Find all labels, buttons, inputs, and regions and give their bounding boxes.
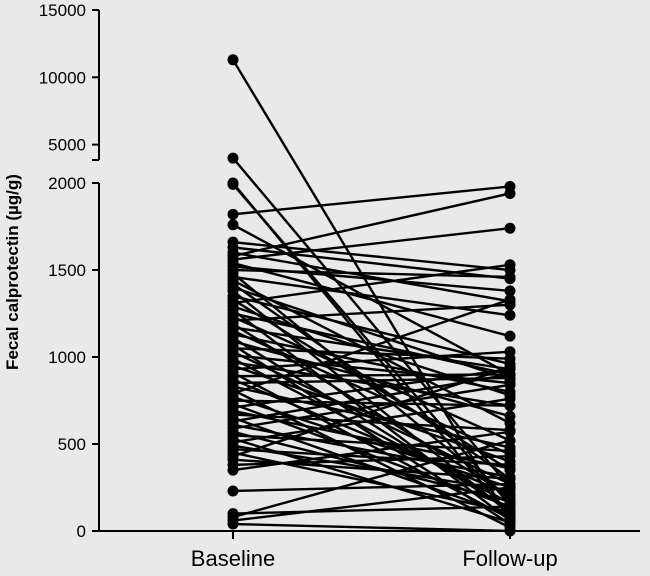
point-follow-up [504,501,516,513]
paired-line [232,367,511,409]
y-tick-label: 10000 [39,68,86,87]
x-ticks [232,531,511,539]
paired-line [232,251,511,303]
point-follow-up [504,285,516,297]
point-baseline [227,152,239,164]
point-follow-up [504,516,516,528]
point-follow-up [504,361,516,373]
paired-lines [231,59,512,533]
paired-line [232,246,511,280]
point-baseline [227,518,239,530]
point-follow-up [504,525,516,537]
y-tick-label: 500 [58,435,86,454]
point-baseline [227,178,239,190]
point-follow-up [504,271,516,283]
point-follow-up [504,222,516,234]
paired-line [232,413,511,432]
point-baseline [227,219,239,231]
paired-line [232,347,511,360]
paired-line [232,397,511,444]
paired-line [232,486,511,522]
paired-line [232,294,511,366]
paired-line [232,366,511,458]
paired-line [232,303,511,322]
y-tick-label: 2000 [48,174,86,193]
paired-line [232,312,511,376]
point-follow-up [504,482,516,493]
y-tick-label: 0 [77,522,86,541]
paired-line [232,305,511,397]
paired-line [232,434,511,453]
point-follow-up [504,346,516,358]
paired-line [232,185,511,216]
paired-line [232,329,511,456]
point-baseline [227,485,239,497]
paired-line [232,268,511,279]
point-follow-up [504,187,516,199]
point-follow-up [504,330,516,342]
data-points [227,54,516,537]
point-follow-up [504,309,516,321]
paired-line [232,350,511,371]
y-tick-label: 1000 [48,348,86,367]
category-label-follow-up: Follow-up [462,546,557,571]
paired-line [232,261,511,338]
point-follow-up [504,379,516,391]
paired-line [232,439,511,519]
point-baseline [227,54,239,66]
point-baseline [227,464,239,476]
paired-line [232,361,511,407]
paired-line [232,430,511,472]
y-axis-title: Fecal calprotectin (µg/g) [3,174,22,370]
point-follow-up [504,426,516,438]
paired-line [232,430,511,503]
y-tick-label: 1500 [48,261,86,280]
paired-line [232,192,511,258]
paired-line [232,376,511,385]
paired-line [232,298,511,395]
y-ticks: 0 500 1000 1500 2000 5000 10000 15000 [39,1,99,541]
point-follow-up [504,410,516,422]
paired-line [232,448,511,467]
point-follow-up [504,294,516,306]
paired-line [232,522,511,533]
paired-line [232,505,511,515]
paired-line [231,59,512,522]
paired-line [232,227,511,261]
paired-line [232,383,511,430]
paired-line [232,275,511,317]
y-tick-label: 15000 [39,1,86,20]
paired-line [232,263,511,305]
paired-line [232,326,511,371]
point-baseline [227,208,239,220]
paired-line [232,482,511,493]
point-follow-up [504,459,516,471]
y-tick-label: 5000 [48,136,86,155]
point-follow-up [504,259,516,271]
category-label-baseline: Baseline [191,546,275,571]
point-follow-up [504,450,516,462]
point-follow-up [504,393,516,405]
point-follow-up [504,435,516,447]
